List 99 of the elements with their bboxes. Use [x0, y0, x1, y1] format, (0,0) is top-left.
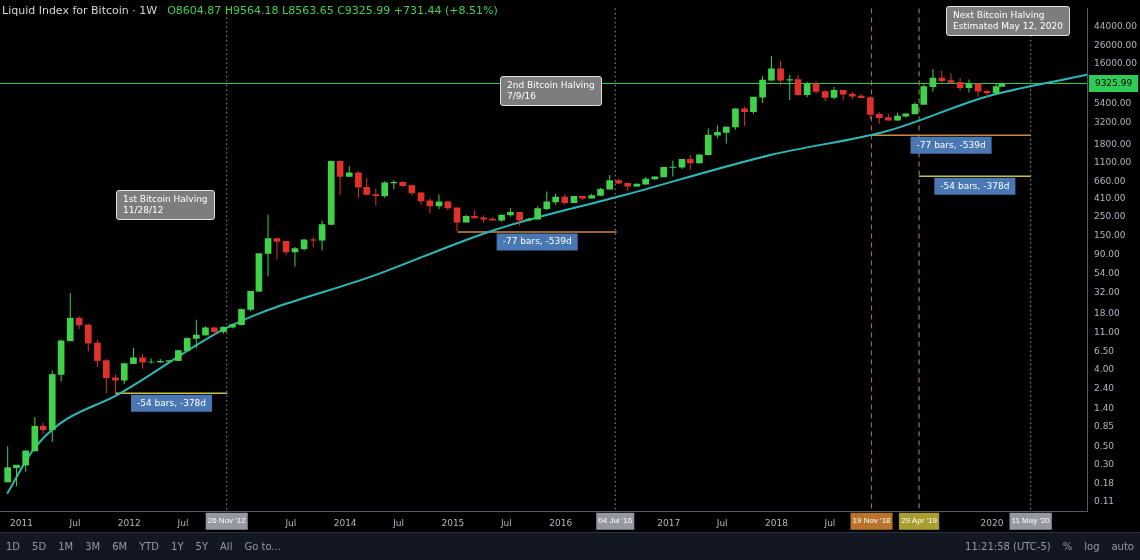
candlestick — [704, 127, 712, 156]
text: 1M — [58, 541, 74, 552]
y-tick-label: 0.30 — [1094, 459, 1115, 470]
series-label: -54 bars, -378d — [137, 397, 207, 408]
candlestick — [66, 292, 74, 342]
x-tick-label: Jul — [68, 517, 81, 528]
x-tick-label: 2012 — [117, 517, 141, 528]
candlestick — [947, 72, 955, 84]
x-tick-label: 2015 — [441, 517, 465, 528]
ref-line-label: 26 Nov '12 — [207, 516, 247, 526]
y-tick-label: 0.11 — [1094, 496, 1115, 507]
candlestick — [264, 214, 272, 277]
y-tick-label: 6.50 — [1094, 345, 1115, 356]
x-tick-label: Jul — [284, 517, 297, 528]
candlestick — [291, 246, 299, 268]
candlestick — [273, 238, 281, 260]
text: 3M — [85, 541, 101, 552]
candlestick — [318, 220, 326, 251]
annotation: 1st Bitcoin Halving 11/28/12 — [116, 190, 215, 220]
y-tick-label: 11.00 — [1094, 326, 1121, 337]
candlestick — [102, 358, 110, 394]
y-tick-label: 32.00 — [1094, 287, 1121, 298]
ref-line-label: 9325.99 — [1094, 77, 1133, 88]
text: 1Y — [171, 541, 184, 552]
candlestick — [22, 449, 30, 473]
x-tick-label: Jul — [823, 517, 836, 528]
chart-title: Liquid Index for Bitcoin · 1W — [2, 4, 158, 17]
y-tick-label: 250.00 — [1094, 211, 1126, 222]
candlestick — [768, 55, 775, 82]
candlestick — [759, 75, 766, 104]
y-tick-label: 1.40 — [1094, 402, 1115, 413]
x-tick-label: 2011 — [10, 517, 34, 528]
y-tick-label: 44000.00 — [1094, 20, 1138, 31]
chart-subtitle: O8604.87 H9564.18 L8563.65 C9325.99 +731.44 (+8.51%) — [167, 4, 498, 17]
x-tick-label: 2017 — [657, 517, 681, 528]
candlestick — [794, 74, 802, 97]
y-tick-label: 18.00 — [1094, 308, 1121, 319]
candlestick — [247, 290, 254, 312]
y-tick-label: 54.00 — [1094, 267, 1121, 278]
candlestick — [435, 194, 443, 210]
candlestick — [732, 107, 739, 131]
text: All — [220, 541, 233, 552]
series-label: -77 bars, -539d — [502, 236, 572, 247]
text: 1D — [6, 541, 21, 552]
candlestick — [867, 95, 874, 120]
y-tick-label: 26000.00 — [1094, 40, 1138, 51]
y-tick-label: 5400.00 — [1094, 97, 1132, 108]
candlestick — [956, 77, 964, 92]
ref-line-label: 11 May '20 — [1011, 516, 1051, 526]
y-tick-label: 0.50 — [1094, 440, 1115, 451]
y-tick-label: 2.40 — [1094, 382, 1115, 393]
candlestick — [193, 319, 200, 349]
text: 6M — [112, 541, 128, 552]
candlestick — [13, 464, 20, 487]
series-label: -54 bars, -378d — [940, 180, 1010, 191]
y-tick-label: 660.00 — [1094, 175, 1126, 186]
ref-line-label: 29 Apr '19 — [901, 516, 938, 526]
candlestick — [920, 83, 928, 105]
text: 5Y — [195, 541, 209, 552]
text: % — [1062, 541, 1073, 552]
annotation: Next Bitcoin Halving Estimated May 12, 2020 — [946, 6, 1070, 36]
x-tick-label: 2018 — [765, 517, 789, 528]
y-tick-label: 0.85 — [1094, 421, 1115, 432]
candlestick — [4, 445, 12, 483]
ref-line-label: 19 Nov '18 — [852, 516, 892, 526]
y-tick-label: 410.00 — [1094, 193, 1126, 204]
text: log — [1084, 541, 1100, 552]
x-tick-label: Jul — [176, 517, 189, 528]
y-tick-label: 0.18 — [1094, 478, 1115, 489]
y-tick-label: 90.00 — [1094, 249, 1121, 260]
series-label: -77 bars, -539d — [916, 139, 986, 150]
candlestick — [741, 105, 748, 127]
y-tick-label: 16000.00 — [1094, 57, 1138, 68]
annotation: 2nd Bitcoin Halving 7/9/16 — [500, 76, 602, 106]
candlestick — [543, 190, 551, 211]
y-tick-label: 4.00 — [1094, 363, 1115, 374]
candlestick — [786, 74, 794, 101]
text: 5D — [32, 541, 47, 552]
y-tick-label: 1800.00 — [1094, 138, 1132, 149]
line-series — [6, 73, 1088, 495]
y-tick-label: 150.00 — [1094, 230, 1126, 241]
text: auto — [1111, 541, 1134, 552]
candlestick — [84, 323, 92, 352]
candlestick — [777, 60, 784, 86]
x-tick-label: 2020 — [980, 517, 1004, 528]
text: 11:21:58 (UTC-5) — [965, 541, 1051, 552]
candlestick — [336, 159, 344, 196]
x-tick-label: 2016 — [549, 517, 573, 528]
x-tick-label: Jul — [715, 517, 728, 528]
text: Go to... — [244, 541, 281, 552]
x-tick-label: Jul — [499, 517, 512, 528]
y-tick-label: 1100.00 — [1094, 156, 1132, 167]
ref-line-label: 04 Jul '16 — [598, 516, 633, 526]
text: YTD — [139, 541, 160, 552]
candlestick — [94, 339, 101, 368]
candlestick — [112, 373, 119, 396]
y-tick-label: 3200.00 — [1094, 117, 1132, 128]
x-tick-label: 2014 — [333, 517, 357, 528]
x-tick-label: Jul — [392, 517, 404, 528]
